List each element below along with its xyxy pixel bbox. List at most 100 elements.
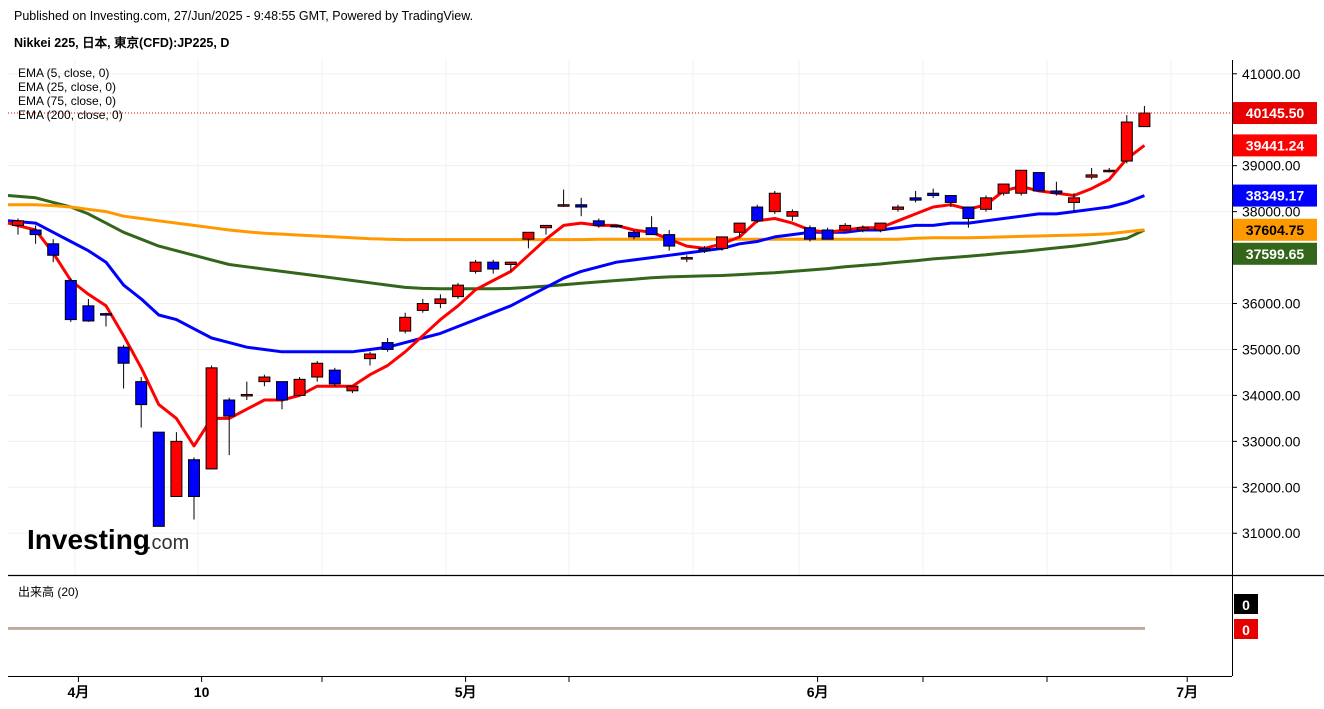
candle[interactable] — [1085, 167, 1098, 180]
candle[interactable] — [346, 385, 359, 394]
candle[interactable] — [311, 360, 324, 382]
candle[interactable] — [856, 225, 869, 233]
candle[interactable] — [522, 231, 535, 249]
y-tick-label: 36000.00 — [1242, 296, 1301, 312]
candle[interactable] — [205, 365, 218, 470]
candle[interactable] — [927, 188, 940, 198]
candle[interactable] — [575, 197, 588, 217]
ema-lines — [7, 144, 1146, 448]
candle[interactable] — [364, 351, 376, 366]
candle[interactable] — [628, 230, 640, 240]
y-tick-label: 39000.00 — [1242, 158, 1301, 174]
candle[interactable] — [698, 246, 711, 253]
candle[interactable] — [716, 236, 728, 251]
candle[interactable] — [258, 374, 271, 387]
y-tick-label: 35000.00 — [1242, 341, 1301, 357]
candle[interactable] — [434, 294, 447, 309]
svg-text:39441.24: 39441.24 — [1246, 137, 1305, 153]
y-tick-label: 31000.00 — [1242, 525, 1301, 541]
candles — [12, 105, 1151, 527]
candle[interactable] — [452, 282, 464, 299]
candle[interactable] — [997, 183, 1010, 196]
candle[interactable] — [82, 298, 95, 322]
ema-legend-item: EMA (200, close, 0) — [18, 108, 123, 122]
candle[interactable] — [821, 227, 834, 240]
candle[interactable] — [188, 457, 200, 520]
y-tick-label: 34000.00 — [1242, 387, 1301, 403]
y-tick-label: 38000.00 — [1242, 204, 1301, 220]
candle[interactable] — [768, 190, 781, 214]
candle[interactable] — [733, 222, 746, 237]
candle[interactable] — [152, 431, 165, 527]
candle[interactable] — [469, 259, 482, 274]
candle[interactable] — [1050, 181, 1063, 196]
candle[interactable] — [100, 312, 112, 327]
candle[interactable] — [29, 225, 42, 244]
candle[interactable] — [786, 209, 799, 221]
x-axis: 4月 10 5月 6月 7月 — [68, 676, 1198, 700]
candle[interactable] — [1103, 167, 1116, 173]
candle[interactable] — [1068, 193, 1080, 212]
candle[interactable] — [12, 218, 24, 235]
candle[interactable] — [240, 381, 253, 400]
volume-value-label: 0 — [1234, 619, 1258, 639]
price-axis-label: 39441.24 — [1233, 134, 1317, 157]
candle[interactable] — [839, 223, 852, 231]
price-axis-label: 38349.17 — [1233, 184, 1317, 207]
candle[interactable] — [1120, 115, 1133, 164]
svg-text:37599.65: 37599.65 — [1246, 246, 1305, 262]
candle[interactable] — [610, 224, 623, 228]
candle[interactable] — [909, 190, 922, 203]
candle[interactable] — [892, 204, 904, 212]
candle[interactable] — [804, 225, 816, 242]
candle[interactable] — [135, 377, 148, 428]
candle[interactable] — [504, 261, 517, 272]
candle[interactable] — [293, 377, 306, 396]
candle[interactable] — [276, 381, 288, 410]
candle[interactable] — [1138, 105, 1151, 128]
candle[interactable] — [874, 222, 887, 233]
volume-value-label: 0 — [1234, 594, 1258, 614]
price-axis-label: 40145.50 — [1233, 102, 1317, 125]
candle[interactable] — [328, 367, 341, 387]
svg-text:38349.17: 38349.17 — [1246, 188, 1305, 204]
candle[interactable] — [487, 259, 500, 274]
grid-lines — [8, 60, 1232, 575]
svg-text:Investing: Investing — [27, 524, 150, 555]
candle[interactable] — [663, 230, 676, 251]
candle[interactable] — [645, 216, 658, 236]
candle[interactable] — [751, 204, 764, 224]
candle[interactable] — [592, 218, 605, 228]
candle[interactable] — [962, 206, 975, 228]
price-axis-label: 37599.65 — [1233, 242, 1317, 265]
ema-legend-item: EMA (5, close, 0) — [18, 66, 109, 80]
candle[interactable] — [64, 278, 77, 322]
candle[interactable] — [117, 344, 130, 389]
candle[interactable] — [1015, 169, 1028, 196]
candle[interactable] — [540, 224, 552, 235]
candle[interactable] — [1032, 172, 1045, 192]
candle[interactable] — [399, 312, 412, 334]
price-axis-label: 37604.75 — [1233, 218, 1317, 241]
ema-line-1 — [7, 194, 1145, 354]
candle[interactable] — [381, 337, 394, 352]
published-caption: Published on Investing.com, 27/Jun/2025 … — [14, 9, 474, 23]
candle[interactable] — [980, 195, 992, 212]
candle[interactable] — [944, 195, 957, 208]
candle[interactable] — [223, 397, 236, 456]
svg-text:40145.50: 40145.50 — [1246, 105, 1305, 121]
symbol-title: Nikkei 225, 日本, 東京(CFD):JP225, D — [14, 36, 230, 50]
ema-legend: EMA (5, close, 0) EMA (25, close, 0) EMA… — [18, 66, 123, 122]
candle[interactable] — [47, 239, 60, 263]
candle[interactable] — [557, 189, 570, 208]
svg-text:.com: .com — [146, 532, 189, 554]
candle[interactable] — [416, 298, 429, 313]
x-tick-label: 6月 — [807, 684, 829, 700]
ema-legend-item: EMA (75, close, 0) — [18, 94, 116, 108]
svg-text:0: 0 — [1242, 597, 1250, 613]
ema-line-2 — [8, 203, 1145, 242]
candle[interactable] — [680, 255, 693, 263]
candle[interactable] — [170, 432, 183, 497]
y-axis: 31000.00 32000.00 33000.00 34000.00 35000.00… — [1232, 66, 1301, 541]
